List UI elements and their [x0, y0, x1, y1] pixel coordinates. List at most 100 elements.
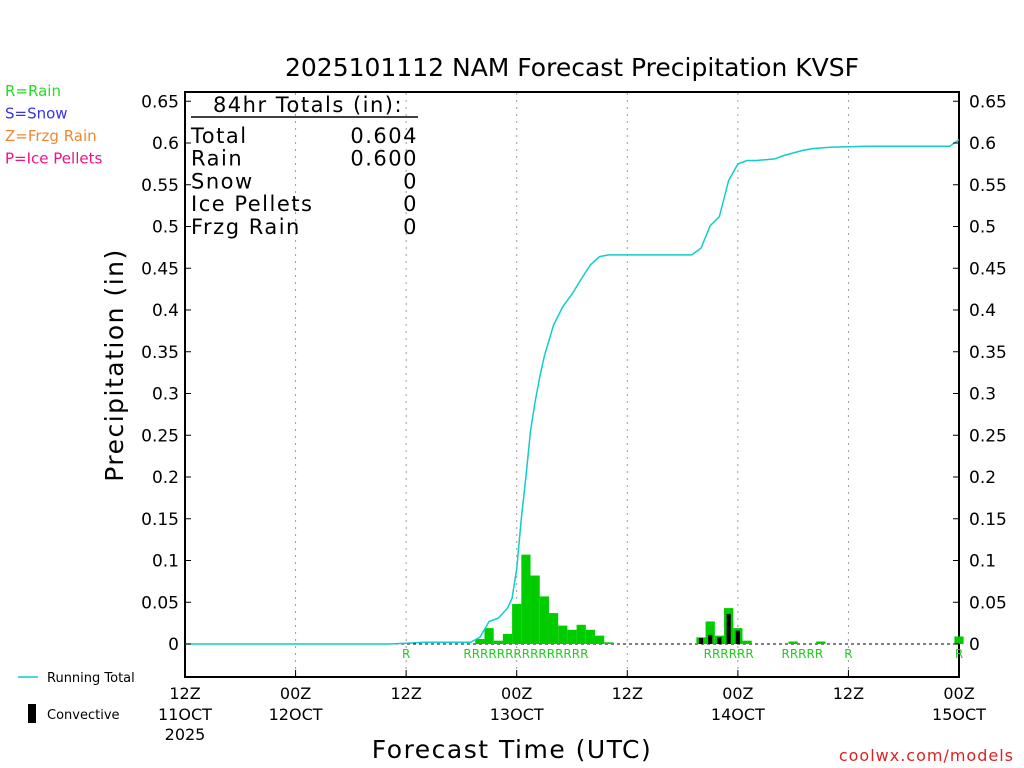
y-tick-label-right: 0.65 — [969, 92, 1007, 112]
precip-bar — [595, 635, 605, 644]
running-total-legend-label: Running Total — [47, 671, 135, 686]
totals-row-value: 0 — [403, 192, 418, 216]
x-tick-label-date: 11OCT — [158, 705, 212, 724]
totals-row-value: 0.600 — [350, 147, 418, 171]
x-tick-label-year: 2025 — [165, 725, 206, 744]
totals-box: 84hr Totals (in): Total 0.604 Rain 0.600 Sno… — [190, 93, 418, 239]
precip-type-legend-item: P=Ice Pellets — [5, 150, 102, 168]
x-tick-label-time: 00Z — [501, 684, 532, 703]
precip-bar — [954, 636, 964, 644]
precip-type-legend-item: Z=Frzg Rain — [5, 127, 97, 145]
y-tick-label-left: 0.05 — [141, 593, 179, 613]
totals-heading: 84hr Totals (in): — [213, 93, 403, 117]
y-tick-label-left: 0 — [168, 635, 179, 655]
totals-row-label: Rain — [191, 147, 243, 171]
convective-legend-swatch — [28, 704, 36, 723]
precip-bar — [521, 554, 531, 644]
y-tick-label-right: 0.55 — [969, 176, 1007, 196]
y-tick-label-right: 0.6 — [969, 134, 996, 154]
totals-row-value: 0 — [403, 215, 418, 239]
totals-row-value: 0 — [403, 169, 418, 193]
y-tick-label-left: 0.15 — [141, 510, 179, 530]
precip-type-legend-item: S=Snow — [5, 105, 68, 123]
precip-type-marker: R — [844, 647, 852, 661]
y-tick-label-left: 0.3 — [152, 385, 179, 405]
totals-row-label: Frzg Rain — [191, 215, 301, 239]
chart-title: 2025101112 NAM Forecast Precipitation KV… — [285, 53, 859, 82]
precip-type-legend-item: R=Rain — [5, 82, 61, 100]
convective-bar — [726, 613, 731, 644]
precip-type-marker: R — [402, 647, 410, 661]
precip-bar — [816, 641, 826, 644]
watermark: coolwx.com/models — [839, 746, 1014, 765]
precip-bar — [742, 640, 752, 644]
y-tick-label-left: 0.6 — [152, 134, 179, 154]
precip-type-marker: RRRRRRRRRRRRRRR — [463, 647, 588, 661]
convective-legend-label: Convective — [47, 708, 120, 723]
convective-bar — [735, 630, 740, 644]
totals-row-label: Ice Pellets — [191, 192, 313, 216]
precip-bars — [475, 554, 964, 644]
precip-bar — [502, 633, 513, 644]
y-tick-label-right: 0.2 — [969, 468, 996, 488]
totals-rows: Total 0.604 Rain 0.600 Snow 0 Ice Pellets 0 Frzg… — [190, 124, 418, 239]
y-tick-label-right: 0.25 — [969, 426, 1007, 446]
convective-bar — [698, 638, 704, 644]
precip-bar — [604, 642, 614, 644]
x-axis-label: Forecast Time (UTC) — [372, 735, 652, 764]
x-tick-label-time: 12Z — [612, 684, 643, 703]
precip-bar — [493, 640, 503, 644]
x-tick-label-date: 14OCT — [711, 705, 765, 724]
totals-row-value: 0.604 — [350, 124, 418, 148]
x-tick-label-time: 00Z — [943, 684, 974, 703]
precip-bar — [548, 613, 559, 644]
precip-bar — [475, 638, 485, 644]
precip-type-marker: RRRRRR — [704, 647, 754, 661]
totals-row-label: Total — [190, 124, 248, 148]
convective-bar — [717, 637, 722, 644]
plot-frame — [184, 91, 960, 678]
convective-bar — [708, 634, 713, 644]
y-tick-label-left: 0.2 — [152, 468, 179, 488]
running-total-line — [185, 139, 960, 645]
precip-bar — [539, 596, 549, 644]
y-axis-label: Precipitation (in) — [100, 248, 129, 482]
x-tick-label-time: 12Z — [390, 684, 421, 703]
x-tick-label-date: 13OCT — [490, 705, 544, 724]
precip-type-marker: RRRRR — [782, 647, 824, 661]
running-total-layer — [185, 139, 960, 645]
y-tick-label-left: 0.1 — [152, 552, 179, 572]
precip-bar — [484, 628, 494, 644]
x-tick-label-time: 12Z — [169, 684, 200, 703]
precip-bar — [558, 625, 568, 644]
x-tick-label-time: 00Z — [722, 684, 753, 703]
y-tick-label-right: 0.05 — [969, 593, 1007, 613]
gridlines — [295, 93, 849, 676]
precip-type-legend: R=Rain S=Snow Z=Frzg Rain P=Ice Pellets — [5, 82, 102, 168]
y-tick-label-left: 0.4 — [152, 301, 179, 321]
precip-bar — [788, 641, 798, 644]
y-ticks: 0 00.05 0.050.1 0.10.15 0.150.2 0.20.25 0.250.… — [141, 92, 1007, 655]
y-tick-label-right: 0.3 — [969, 385, 996, 405]
precip-bar — [576, 624, 586, 644]
y-tick-label-right: 0.4 — [969, 301, 996, 321]
precip-bar — [585, 629, 596, 644]
y-tick-label-left: 0.5 — [152, 218, 179, 238]
y-tick-label-left: 0.35 — [141, 343, 179, 363]
y-tick-label-right: 0.5 — [969, 218, 996, 238]
x-tick-label-date: 12OCT — [269, 705, 323, 724]
y-tick-label-left: 0.65 — [141, 92, 179, 112]
y-tick-label-right: 0.1 — [969, 552, 996, 572]
precip-type-marker: R — [955, 647, 963, 661]
precip-bar — [530, 575, 540, 644]
x-tick-label-date: 15OCT — [932, 705, 986, 724]
precip-bar — [705, 621, 715, 644]
totals-row-label: Snow — [191, 169, 254, 193]
y-tick-label-left: 0.45 — [141, 259, 179, 279]
y-tick-label-left: 0.25 — [141, 426, 179, 446]
y-tick-label-left: 0.55 — [141, 176, 179, 196]
x-tick-label-time: 12Z — [833, 684, 864, 703]
precip-bar — [512, 603, 522, 644]
